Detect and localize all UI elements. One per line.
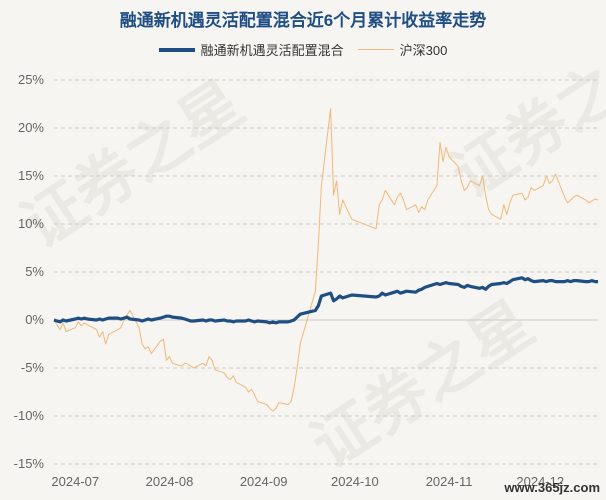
y-tick-label: 25% — [18, 72, 44, 87]
x-tick-label: 2024-08 — [146, 474, 194, 489]
x-tick-label: 2024-07 — [51, 474, 99, 489]
y-tick-label: 5% — [25, 264, 44, 279]
y-tick-label: 15% — [18, 168, 44, 183]
legend-swatch-fund — [158, 47, 195, 52]
series-layer — [53, 108, 599, 412]
legend-label-fund: 融通新机遇灵活配置混合 — [200, 43, 344, 58]
x-tick-label: 2024-11 — [426, 474, 473, 489]
x-tick-label: 2024-10 — [331, 474, 379, 489]
chart-title: 融通新机遇灵活配置混合近6个月累计收益率走势 — [119, 11, 487, 30]
watermark-text: 证券之星 — [10, 69, 256, 262]
watermark-text-3: 证券之星 — [440, 19, 606, 212]
watermark-layer: 证券之星 证券之星 证券之星 — [10, 19, 606, 482]
series-line-index — [53, 108, 599, 412]
y-tick-label: 0% — [25, 312, 44, 327]
y-axis: 25% 20% 15% 10% 5% 0% -5% -10% -15% — [14, 72, 45, 471]
legend-swatch-index — [357, 49, 394, 50]
legend: 融通新机遇灵活配置混合 沪深300 — [0, 40, 606, 59]
y-tick-label: -15% — [14, 456, 45, 471]
legend-label-index: 沪深300 — [399, 43, 448, 58]
y-tick-label: -10% — [14, 408, 45, 423]
y-tick-label: -5% — [21, 360, 45, 375]
series-line-fund — [53, 276, 598, 325]
legend-item-index[interactable]: 沪深300 — [357, 40, 448, 59]
x-axis: 2024-07 2024-08 2024-09 2024-10 2024-11 2024-… — [51, 474, 564, 489]
y-tick-label: 20% — [18, 120, 44, 135]
y-tick-label: 10% — [18, 216, 44, 231]
legend-item-fund[interactable]: 融通新机遇灵活配置混合 — [158, 40, 344, 59]
x-tick-label: 2024-12 — [516, 474, 564, 489]
x-tick-label: 2024-09 — [240, 474, 288, 489]
watermark-url: www.365jz.com — [503, 480, 600, 495]
watermark-text-2: 证券之星 — [300, 289, 546, 482]
